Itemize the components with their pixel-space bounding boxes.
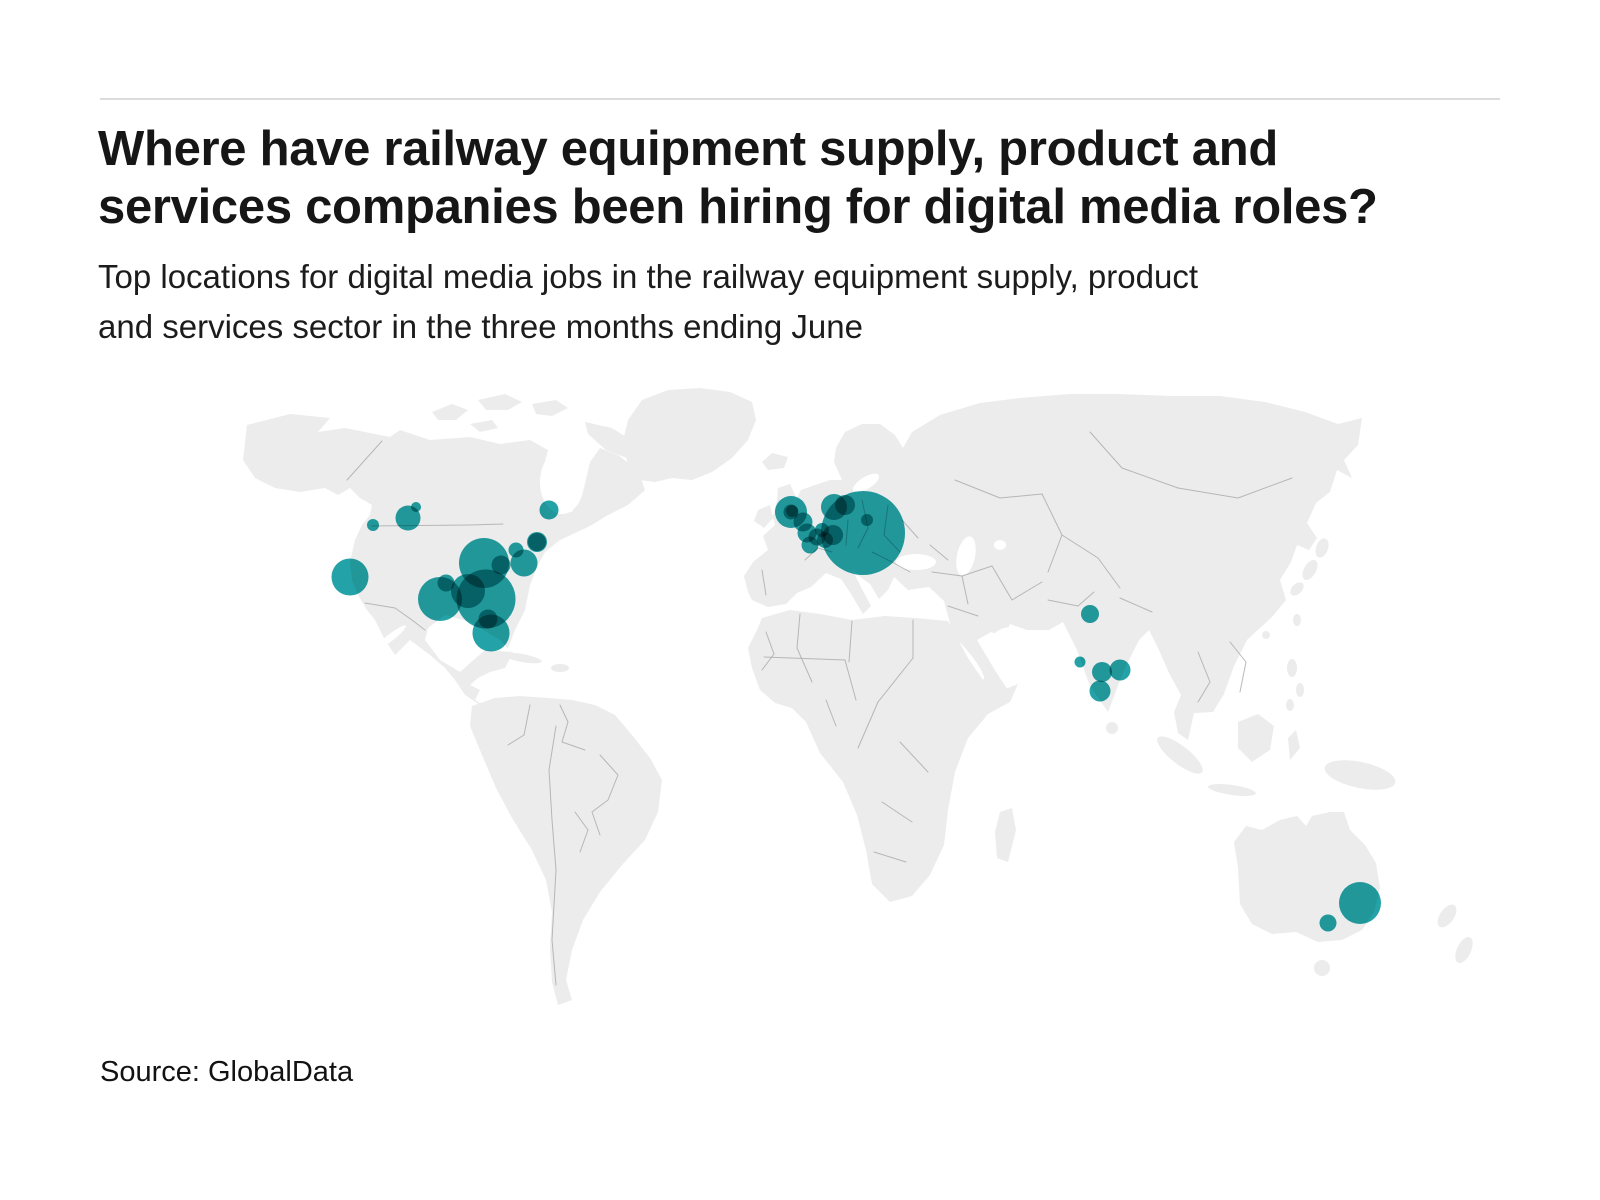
- map-bubble-north-america: [418, 577, 462, 621]
- land-taiwan: [1293, 614, 1301, 626]
- map-bubble-india: [1092, 662, 1112, 682]
- land-greenland: [622, 388, 756, 482]
- map-bubble-europe: [821, 491, 905, 575]
- border-line: [848, 620, 853, 663]
- land-north-america: [243, 414, 645, 718]
- land-madagascar: [995, 808, 1016, 862]
- land-eurasia: [744, 394, 1362, 740]
- map-land-layer: [243, 388, 1473, 1005]
- map-bubble-north-america: [510, 549, 538, 577]
- map-bubble-india: [1081, 605, 1099, 623]
- chart-title: Where have railway equipment supply, pro…: [98, 122, 1378, 234]
- border-line: [559, 704, 586, 751]
- sea-aral: [994, 540, 1006, 550]
- land-arctic-islands: [478, 394, 522, 410]
- map-bubble-europe: [786, 505, 798, 517]
- land-java: [1208, 784, 1256, 796]
- border-line: [364, 602, 426, 631]
- land-arctic-islands: [532, 400, 568, 416]
- map-bubble-north-america: [395, 505, 421, 531]
- border-line: [1047, 591, 1095, 607]
- border-line: [1229, 641, 1247, 693]
- border-line: [844, 659, 857, 701]
- border-line: [574, 811, 589, 853]
- map-bubble-india: [1089, 680, 1111, 702]
- map-bubble-north-america: [528, 533, 546, 551]
- map-bubble-north-america: [367, 519, 379, 531]
- sea-persian-gulf: [992, 627, 1012, 639]
- border-line: [796, 613, 813, 683]
- border-line: [961, 575, 969, 605]
- border-line: [991, 565, 1043, 601]
- border-line: [761, 631, 775, 671]
- map-bubble-north-america: [456, 569, 516, 629]
- border-line: [507, 704, 531, 746]
- border-line: [1089, 431, 1179, 489]
- border-line: [901, 519, 919, 539]
- border-line: [1119, 597, 1153, 613]
- map-border-layer: [346, 431, 1293, 986]
- map-bubble-north-america: [539, 500, 559, 520]
- map-bubble-india: [1074, 656, 1086, 668]
- land-sulawesi: [1288, 730, 1300, 760]
- border-line: [825, 699, 837, 727]
- land-sumatra: [1157, 736, 1203, 774]
- sea-baltic: [852, 473, 880, 493]
- land-japan: [1315, 538, 1329, 558]
- border-line: [1061, 534, 1121, 589]
- land-sri-lanka: [1106, 722, 1118, 734]
- bubble-layer: [331, 491, 1381, 932]
- land-africa: [748, 610, 1018, 902]
- sea-caspian: [956, 536, 976, 576]
- map-bubble-australia: [1319, 914, 1337, 932]
- land-arctic-islands: [470, 420, 498, 432]
- border-line: [881, 801, 913, 823]
- land-cuba: [502, 652, 542, 664]
- land-japan: [1302, 560, 1318, 580]
- border-line: [873, 851, 907, 863]
- border-line: [877, 657, 914, 703]
- land-japan: [1290, 582, 1304, 596]
- map-bubble-north-america: [478, 609, 498, 629]
- border-line: [1197, 651, 1211, 703]
- top-divider: [100, 98, 1500, 100]
- land-ireland: [754, 505, 773, 528]
- sea-hudson-bay: [540, 450, 584, 514]
- border-line: [346, 440, 383, 481]
- land-borneo: [1238, 714, 1274, 762]
- land-south-america: [470, 696, 662, 1005]
- border-line: [929, 544, 949, 561]
- border-line: [899, 741, 929, 773]
- map-bubble-north-america: [491, 555, 511, 575]
- land-philippines: [1286, 699, 1294, 711]
- border-line: [947, 605, 979, 617]
- border-line: [548, 725, 557, 986]
- land-new-zealand: [1455, 936, 1473, 964]
- chart-subtitle: Top locations for digital media jobs in …: [98, 258, 1198, 345]
- map-bubble-australia: [1339, 882, 1381, 924]
- land-tasmania: [1314, 960, 1330, 976]
- border-line: [1177, 477, 1293, 499]
- source-attribution: Source: GlobalData: [100, 1056, 354, 1088]
- land-philippines: [1296, 683, 1304, 697]
- sea-black: [896, 554, 936, 570]
- land-hispaniola: [551, 664, 569, 672]
- border-line: [954, 479, 1043, 499]
- map-bubble-north-america: [411, 502, 421, 512]
- land-hainan: [1262, 631, 1270, 639]
- land-new-guinea: [1324, 760, 1396, 790]
- border-line: [591, 754, 619, 836]
- map-bubble-india: [1109, 659, 1131, 681]
- land-new-zealand: [1437, 904, 1457, 928]
- map-bubble-north-america: [331, 558, 369, 596]
- land-iceland: [762, 453, 788, 470]
- land-philippines: [1287, 659, 1297, 677]
- land-arctic-islands: [432, 404, 468, 420]
- border-line: [761, 569, 767, 596]
- border-line: [763, 656, 846, 661]
- border-line: [857, 701, 879, 749]
- sea-gulf-california: [374, 625, 406, 651]
